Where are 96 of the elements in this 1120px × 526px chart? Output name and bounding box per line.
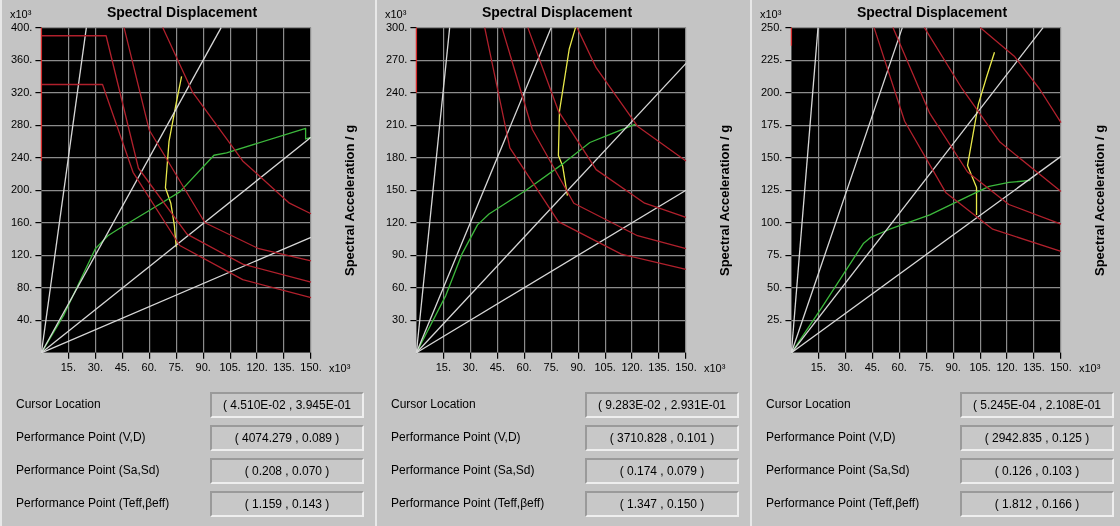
x-tick-label: 150. [675, 361, 697, 374]
text: ( 1.347 , 0.150 ) [585, 491, 739, 517]
x-tick-label: 90. [945, 361, 961, 374]
x-tick-label: 150. [1050, 361, 1072, 374]
x-tick-label: 60. [891, 361, 907, 374]
y-tick-label: 90. [392, 248, 408, 261]
text: ( 5.245E-04 , 2.108E-01 [960, 392, 1114, 418]
text: x10³ [704, 362, 726, 374]
x-tick-label: 15. [60, 361, 77, 374]
text: ( 4074.279 , 0.089 ) [210, 425, 364, 451]
y-axis-title: Spectral Acceleration / g [342, 123, 357, 278]
y-tick-label: 25. [767, 313, 783, 326]
y-tick-label: 200. [10, 183, 33, 196]
text: Cursor Location [16, 397, 101, 411]
text: ( 0.174 , 0.079 ) [585, 458, 739, 484]
y-tick-label: 125. [760, 183, 783, 196]
text: Performance Point (V,D) [391, 430, 521, 444]
y-tick-label: 360. [10, 53, 33, 66]
y-tick-label: 320. [10, 85, 33, 98]
x-tick-label: 120. [996, 361, 1018, 374]
text: Performance Point (Sa,Sd) [391, 463, 535, 477]
x-tick-label: 135. [1023, 361, 1045, 374]
y-tick-label: 50. [767, 280, 783, 293]
text: ( 1.812 , 0.166 ) [960, 491, 1114, 517]
text: Performance Point (Sa,Sd) [16, 463, 160, 477]
x-tick-label: 15. [810, 361, 827, 374]
text: x10³ [385, 8, 407, 20]
y-tick-label: 280. [10, 118, 33, 131]
text: Performance Point (Teff,βeff) [391, 496, 545, 510]
text: x10³ [10, 8, 32, 20]
y-tick-label: 240. [10, 150, 33, 163]
y-tick-label: 120. [385, 215, 408, 228]
y-tick-label: 40. [17, 313, 33, 326]
y-tick-label: 400. [10, 20, 33, 33]
y-tick-label: 150. [760, 150, 783, 163]
x-tick-label: 105. [969, 361, 991, 374]
x-tick-label: 120. [621, 361, 643, 374]
text: Cursor Location [766, 397, 851, 411]
y-tick-label: 120. [10, 248, 33, 261]
text: x10³ [1079, 362, 1101, 374]
x-axis-title: Spectral Displacement [105, 4, 259, 20]
text: Performance Point (Sa,Sd) [766, 463, 910, 477]
x-tick-label: 120. [246, 361, 268, 374]
x-tick-label: 135. [273, 361, 295, 374]
y-tick-label: 270. [385, 53, 408, 66]
x-tick-label: 30. [462, 361, 478, 374]
y-tick-label: 180. [385, 150, 408, 163]
y-tick-label: 240. [385, 85, 408, 98]
y-axis-title: Spectral Acceleration / g [717, 123, 732, 278]
x-tick-label: 90. [570, 361, 586, 374]
y-axis-title: Spectral Acceleration / g [1092, 123, 1107, 278]
y-tick-label: 30. [392, 313, 408, 326]
y-tick-label: 150. [385, 183, 408, 196]
text: ( 3710.828 , 0.101 ) [585, 425, 739, 451]
y-tick-label: 300. [385, 20, 408, 33]
text: ( 0.126 , 0.103 ) [960, 458, 1114, 484]
x-tick-label: 30. [837, 361, 853, 374]
x-axis-title: Spectral Displacement [480, 4, 634, 20]
text: ( 0.208 , 0.070 ) [210, 458, 364, 484]
y-tick-label: 200. [760, 85, 783, 98]
x-tick-label: 60. [141, 361, 157, 374]
text: Performance Point (V,D) [766, 430, 896, 444]
x-tick-label: 45. [864, 361, 880, 374]
x-tick-label: 105. [219, 361, 241, 374]
x-tick-label: 135. [648, 361, 670, 374]
text: x10³ [760, 8, 782, 20]
x-tick-label: 45. [114, 361, 130, 374]
text: Performance Point (Teff,βeff) [766, 496, 920, 510]
y-tick-label: 75. [767, 248, 783, 261]
x-tick-label: 15. [435, 361, 452, 374]
y-tick-label: 225. [760, 53, 783, 66]
y-tick-label: 175. [760, 118, 783, 131]
x-axis-title: Spectral Displacement [855, 4, 1009, 20]
x-tick-label: 75. [168, 361, 184, 374]
x-tick-label: 150. [300, 361, 322, 374]
x-tick-label: 75. [543, 361, 559, 374]
text: ( 9.283E-02 , 2.931E-01 [585, 392, 739, 418]
y-tick-label: 250. [760, 20, 783, 33]
y-tick-label: 60. [392, 280, 408, 293]
y-tick-label: 80. [17, 280, 33, 293]
text: ( 4.510E-02 , 3.945E-01 [210, 392, 364, 418]
y-tick-label: 210. [385, 118, 408, 131]
x-tick-label: 75. [918, 361, 934, 374]
x-tick-label: 30. [87, 361, 103, 374]
x-tick-label: 90. [195, 361, 211, 374]
text: Performance Point (V,D) [16, 430, 146, 444]
y-tick-label: 100. [760, 215, 783, 228]
text: ( 1.159 , 0.143 ) [210, 491, 364, 517]
text: x10³ [329, 362, 351, 374]
x-tick-label: 105. [594, 361, 616, 374]
text: Cursor Location [391, 397, 476, 411]
text: ( 2942.835 , 0.125 ) [960, 425, 1114, 451]
x-tick-label: 45. [489, 361, 505, 374]
text: Performance Point (Teff,βeff) [16, 496, 170, 510]
x-tick-label: 60. [516, 361, 532, 374]
y-tick-label: 160. [10, 215, 33, 228]
